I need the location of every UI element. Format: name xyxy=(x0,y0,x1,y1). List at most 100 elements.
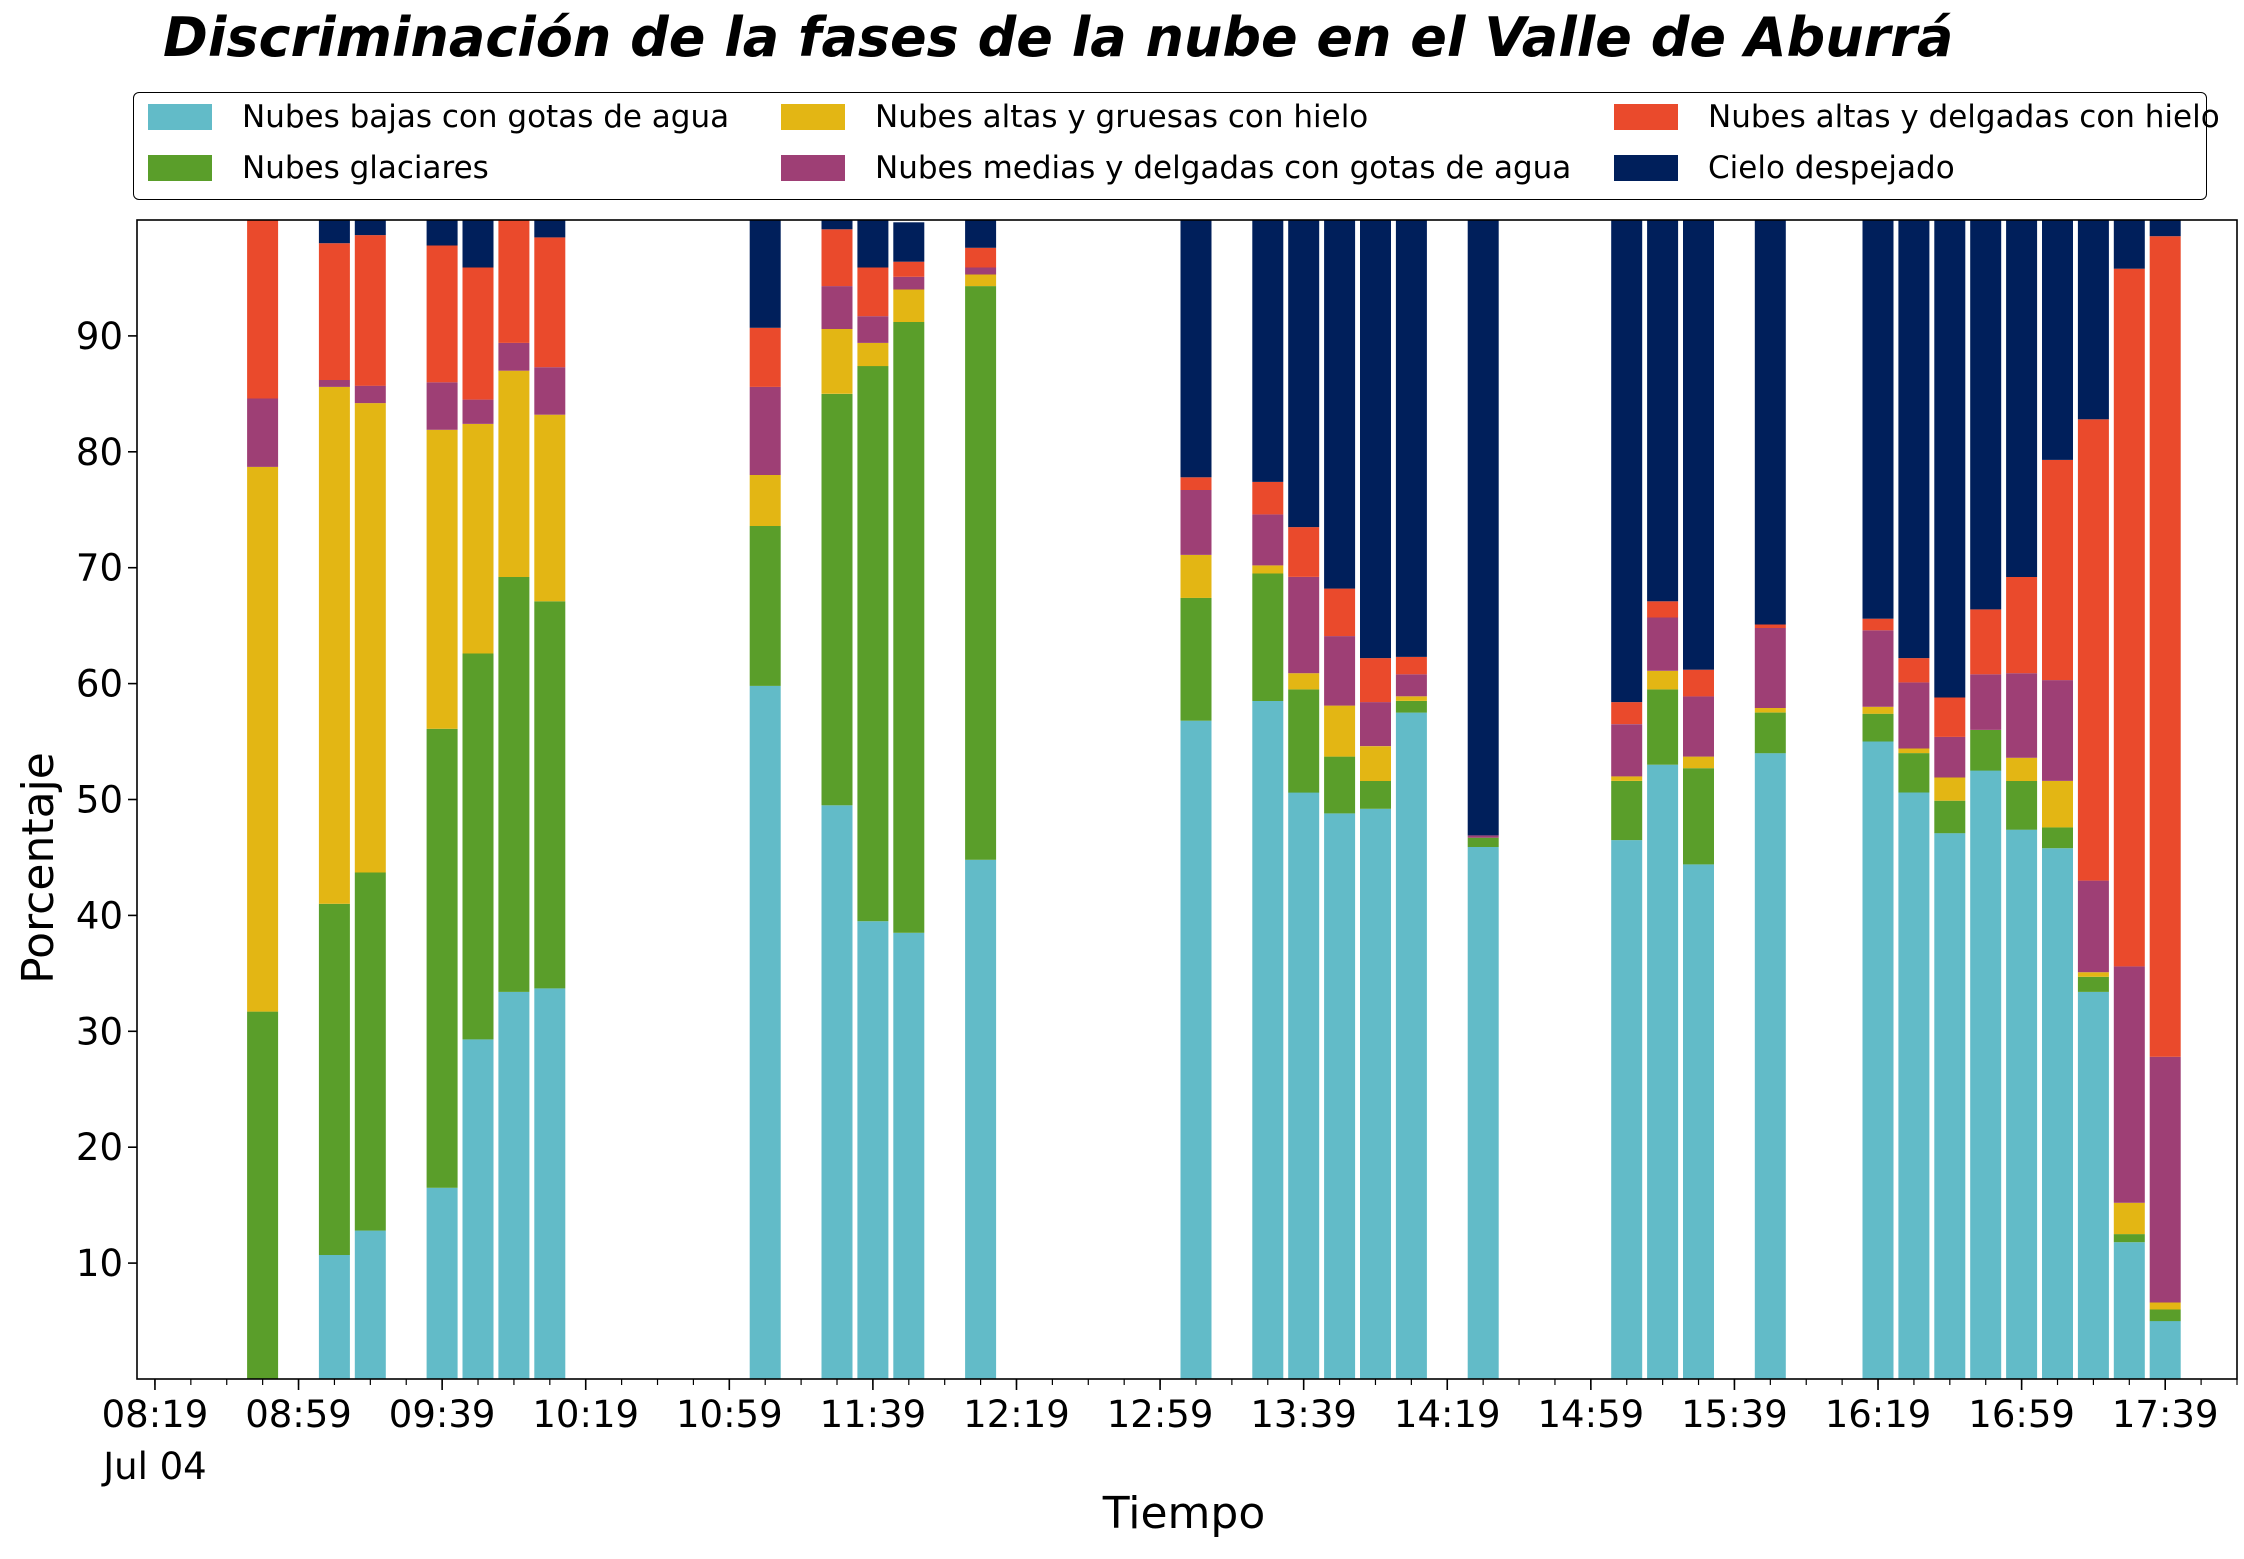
legend-swatch xyxy=(148,155,212,181)
y-tick-label: 80 xyxy=(76,431,123,474)
bar-segment xyxy=(2113,220,2145,269)
bar-segment xyxy=(462,267,494,400)
x-tick-label: 10:19 xyxy=(532,1393,639,1436)
bar-segment xyxy=(1611,702,1643,725)
legend-item-cielo-despejado: Cielo despejado xyxy=(1614,150,1955,186)
legend-item-medias-delgadas: Nubes medias y delgadas con gotas de agu… xyxy=(781,150,1571,186)
bar-segment xyxy=(1898,658,1930,683)
bar-segment xyxy=(821,229,853,287)
bar-segment xyxy=(749,526,781,686)
bar-segment xyxy=(857,220,889,268)
bar-segment xyxy=(1324,588,1356,637)
bar-segment xyxy=(1647,220,1679,602)
bar-segment xyxy=(2006,781,2038,830)
bar-segment xyxy=(1970,674,2002,730)
legend-item-altas-delgadas: Nubes altas y delgadas con hielo xyxy=(1614,99,2220,135)
legend-swatch xyxy=(148,104,212,130)
bar-segment xyxy=(1862,706,1894,714)
bar-segment xyxy=(2113,1242,2145,1379)
legend-label: Nubes medias y delgadas con gotas de agu… xyxy=(875,150,1572,186)
bar-segment xyxy=(1252,565,1284,574)
bar-segment xyxy=(1683,220,1714,670)
bar-segment xyxy=(1611,220,1643,703)
bar-segment xyxy=(821,286,853,329)
bar-segment xyxy=(534,601,566,989)
bar-segment xyxy=(1934,697,1966,737)
bar-segment xyxy=(1324,636,1356,706)
bar-segment xyxy=(462,424,494,654)
bar-segment xyxy=(1898,792,1930,1379)
bar-segment xyxy=(1360,746,1391,781)
bar-segment xyxy=(318,243,350,380)
bar-segment xyxy=(462,399,494,424)
bar-segment xyxy=(354,872,386,1231)
legend-label: Cielo despejado xyxy=(1708,150,1955,186)
bar-segment xyxy=(534,988,566,1379)
bar-segment xyxy=(821,393,853,806)
bar-segment xyxy=(1324,220,1356,589)
bar-segment xyxy=(318,386,350,904)
y-axis-label: Porcentaje xyxy=(13,752,64,984)
bar-segment xyxy=(498,370,530,577)
x-tick-label: 14:19 xyxy=(1394,1393,1501,1436)
bar-segment xyxy=(2042,680,2073,781)
bar-segment xyxy=(1862,741,1894,1379)
bar-segment xyxy=(354,220,386,236)
bar-segment xyxy=(1395,696,1427,701)
x-date-label: Jul 04 xyxy=(101,1445,206,1488)
bar-segment xyxy=(354,385,386,404)
bar-segment xyxy=(749,386,781,475)
bar-segment xyxy=(426,728,458,1188)
x-tick-label: 16:59 xyxy=(1968,1393,2075,1436)
bar-segment xyxy=(1934,833,1966,1379)
bar-segment xyxy=(1862,220,1894,619)
bar-segment xyxy=(1611,781,1643,841)
bar-segment xyxy=(498,991,530,1379)
bar-segment xyxy=(1395,712,1427,1379)
bar-segment xyxy=(1395,656,1427,675)
bar-segment xyxy=(534,237,566,368)
y-tick-label: 50 xyxy=(76,779,123,822)
bar-segment xyxy=(1934,777,1966,801)
bar-segment xyxy=(2149,1321,2181,1379)
bar-segment xyxy=(2113,268,2145,967)
bar-segment xyxy=(1467,220,1499,836)
bar-segment xyxy=(1898,753,1930,793)
y-tick-label: 60 xyxy=(76,663,123,706)
legend-item-altas-gruesas: Nubes altas y gruesas con hielo xyxy=(781,99,1368,135)
x-tick-label: 14:59 xyxy=(1538,1393,1645,1436)
bar-segment xyxy=(426,429,458,729)
bar-segment xyxy=(749,475,781,526)
x-tick-label: 16:19 xyxy=(1825,1393,1932,1436)
legend-label: Nubes altas y gruesas con hielo xyxy=(875,99,1369,135)
bar-segment xyxy=(1252,220,1284,482)
legend-label: Nubes glaciares xyxy=(242,150,489,186)
bar-segment xyxy=(857,316,889,343)
bar-segment xyxy=(1288,527,1320,577)
bar-segment xyxy=(1970,770,2002,1379)
bar-segment xyxy=(893,222,925,262)
bar-segment xyxy=(1324,756,1356,814)
bar-segment xyxy=(354,403,386,873)
bar-segment xyxy=(2113,1202,2145,1235)
bar-segment xyxy=(498,577,530,992)
bar-segment xyxy=(2077,972,2109,977)
bar-segment xyxy=(1180,220,1212,478)
legend-swatch xyxy=(1614,155,1678,181)
bar-segment xyxy=(1754,628,1786,708)
bar-segment xyxy=(965,247,997,268)
bar-segment xyxy=(2077,220,2109,420)
y-tick-label: 20 xyxy=(76,1126,123,1169)
bar-segment xyxy=(1898,748,1930,754)
y-tick-label: 30 xyxy=(76,1010,123,1053)
x-tick-label: 11:39 xyxy=(820,1393,927,1436)
bar-segment xyxy=(2006,757,2038,781)
bar-segment xyxy=(1683,696,1714,757)
bar-segment xyxy=(2042,220,2073,460)
bar-segment xyxy=(1898,682,1930,749)
bar-segment xyxy=(1467,837,1499,847)
bar-segment xyxy=(2077,976,2109,992)
bar-segment xyxy=(1288,792,1320,1379)
bar-segment xyxy=(749,327,781,387)
